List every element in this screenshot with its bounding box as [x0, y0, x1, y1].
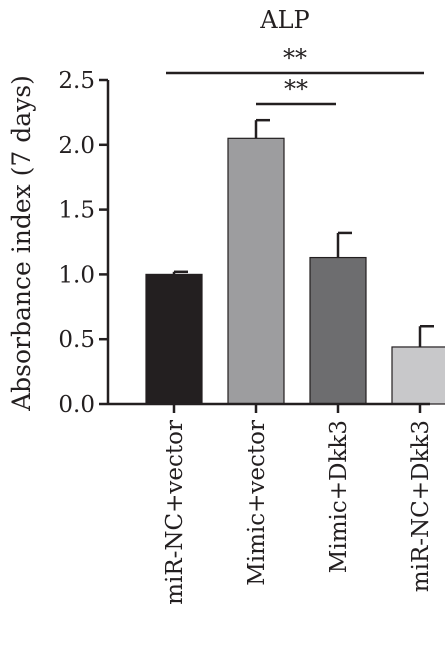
y-tick-label: 0.0: [58, 392, 95, 418]
x-tick-label: Mimic+Dkk3: [326, 420, 352, 573]
bar-1: [145, 273, 203, 405]
bar-3: [309, 256, 367, 405]
y-axis-label: Absorbance index (7 days): [7, 75, 36, 412]
significance-annotations: ** **: [166, 44, 424, 106]
y-tick-label: 1.0: [58, 262, 95, 288]
chart-title: ALP: [259, 6, 309, 34]
y-tick-label: 2.5: [58, 68, 95, 94]
bar-2: [227, 137, 285, 405]
significance-label: **: [284, 75, 308, 103]
significance-label: **: [283, 44, 307, 72]
x-tick-label: miR-NC+vector: [162, 420, 188, 605]
axes: 0.0 0.5 1.0 1.5 2.0 2.5 miR-NC+vector Mimic+vec…: [58, 68, 434, 605]
bar-4: [391, 346, 445, 405]
x-tick-label: Mimic+vector: [244, 420, 270, 586]
x-tick-label: miR-NC+Dkk3: [408, 420, 434, 592]
y-tick-label: 2.0: [58, 133, 95, 159]
y-tick-label: 1.5: [58, 198, 95, 224]
y-tick-label: 0.5: [58, 327, 95, 353]
bars: [145, 118, 445, 405]
